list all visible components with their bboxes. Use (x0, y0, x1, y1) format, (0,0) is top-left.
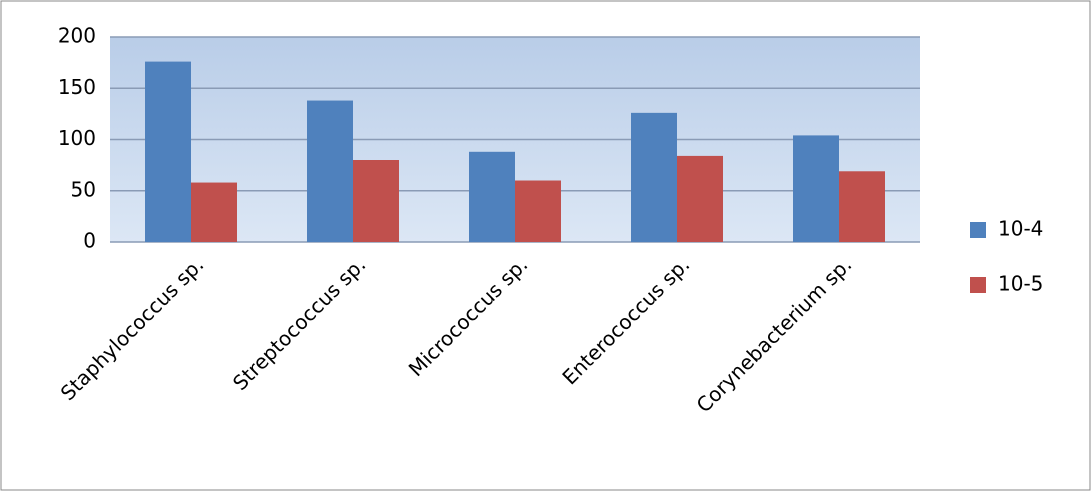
bar (839, 171, 885, 242)
y-tick-label: 100 (58, 126, 96, 150)
bar (677, 155, 723, 242)
y-tick-label: 200 (58, 24, 96, 48)
legend-label: 10-5 (998, 272, 1043, 296)
bar (515, 180, 561, 242)
y-tick-label: 150 (58, 75, 96, 99)
legend-swatch (970, 222, 986, 238)
bar (353, 160, 399, 242)
y-tick-label: 0 (83, 229, 96, 253)
legend-swatch (970, 277, 986, 293)
bar (631, 112, 677, 242)
bar (793, 135, 839, 242)
legend-label: 10-4 (998, 217, 1043, 241)
bar (469, 151, 515, 242)
bar (145, 61, 191, 242)
bar (307, 100, 353, 242)
y-tick-label: 50 (71, 177, 96, 201)
bar (191, 182, 237, 242)
